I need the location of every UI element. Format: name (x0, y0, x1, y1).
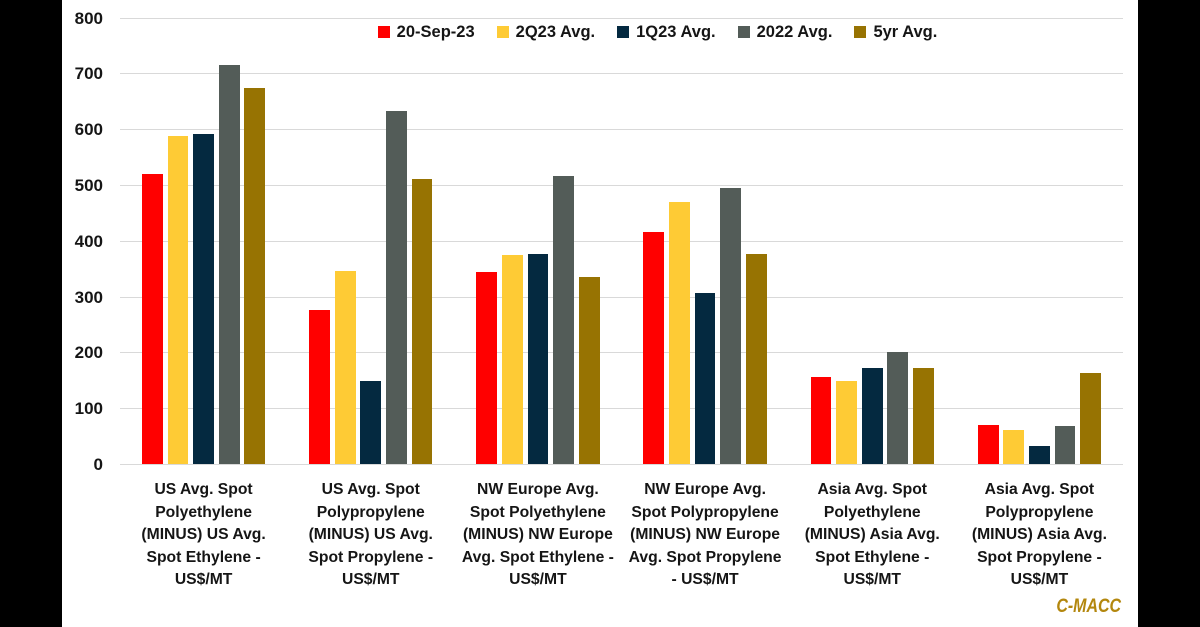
gridline-500 (120, 184, 1123, 186)
gridline-700 (120, 73, 1123, 75)
gridline-300 (120, 296, 1123, 298)
legend-item-5yr Avg.: 5yr Avg. (854, 24, 937, 41)
y-axis-tick-label: 800 (74, 8, 103, 28)
right-black-border (1138, 0, 1200, 627)
legend-item-2Q23 Avg.: 2Q23 Avg. (496, 23, 596, 41)
bar-1Q23 Avg.-group5 (861, 368, 883, 465)
legend-item-1Q23 Avg.: 1Q23 Avg. (617, 23, 716, 41)
bar-5yr Avg.-group1 (244, 87, 266, 465)
category-label-6: Asia Avg. Spot Polypropylene (MINUS) Asi… (971, 481, 1107, 589)
legend-swatch-icon (617, 26, 630, 39)
gridline-800 (120, 17, 1123, 19)
category-label-5: Asia Avg. Spot Polyethylene (MINUS) Asia… (804, 481, 940, 589)
y-axis-tick-label: 300 (74, 287, 103, 307)
chart-panel: 20-Sep-23 2Q23 Avg. 1Q23 Avg. 2022 Avg. 5yr … (62, 0, 1138, 627)
y-axis-tick-label: 700 (74, 64, 103, 84)
bar-2Q23 Avg.-group6 (1003, 429, 1025, 465)
watermark-text: C-MACC (1056, 596, 1121, 617)
legend-label: 20-Sep-23 (396, 23, 475, 41)
gridline-0 (120, 463, 1123, 465)
legend-swatch-icon (496, 26, 509, 39)
legend-label: 2Q23 Avg. (515, 23, 596, 41)
bar-5yr Avg.-group4 (745, 254, 767, 465)
legend-item-20-Sep-23: 20-Sep-23 (377, 23, 475, 41)
y-axis-tick-label: 200 (74, 343, 103, 363)
gridline-100 (120, 408, 1123, 410)
bar-2022 Avg.-group4 (720, 188, 742, 465)
bar-2022 Avg.-group3 (553, 176, 574, 465)
chart-legend: 20-Sep-23 2Q23 Avg. 1Q23 Avg. 2022 Avg. 5yr … (156, 24, 1159, 41)
bar-2Q23 Avg.-group4 (669, 202, 690, 465)
y-axis-tick-label: 0 (93, 454, 103, 474)
bar-20-Sep-23-group5 (810, 376, 832, 465)
bar-1Q23 Avg.-group3 (527, 254, 549, 465)
category-label-3: NW Europe Avg. Spot Polyethylene (MINUS)… (461, 481, 614, 589)
legend-item-2022 Avg.: 2022 Avg. (737, 23, 833, 41)
bar-1Q23 Avg.-group4 (694, 293, 716, 465)
bar-20-Sep-23-group1 (141, 173, 163, 465)
bar-5yr Avg.-group3 (578, 277, 600, 465)
legend-label: 1Q23 Avg. (636, 23, 716, 41)
bar-2022 Avg.-group5 (887, 351, 909, 465)
category-label-4: NW Europe Avg. Spot Polypropylene (MINUS… (628, 481, 782, 589)
bar-5yr Avg.-group6 (1080, 372, 1101, 465)
bar-2Q23 Avg.-group3 (501, 255, 523, 465)
legend-label: 5yr Avg. (873, 23, 938, 41)
bar-2Q23 Avg.-group2 (334, 270, 356, 465)
bar-2Q23 Avg.-group5 (836, 380, 858, 465)
gridline-200 (120, 352, 1123, 354)
y-axis-tick-label: 400 (74, 231, 103, 251)
bar-5yr Avg.-group2 (411, 178, 433, 465)
bar-20-Sep-23-group3 (476, 271, 498, 465)
legend-swatch-icon (737, 26, 750, 39)
bar-2022 Avg.-group6 (1054, 426, 1076, 465)
bar-20-Sep-23-group4 (643, 232, 665, 465)
legend-label: 2022 Avg. (756, 23, 833, 41)
legend-swatch-icon (377, 26, 390, 39)
bar-1Q23 Avg.-group6 (1029, 445, 1050, 465)
y-axis-tick-label: 100 (74, 399, 103, 419)
bar-2Q23 Avg.-group1 (167, 136, 189, 465)
gridline-400 (120, 240, 1123, 242)
bar-1Q23 Avg.-group1 (193, 134, 214, 465)
left-black-border (0, 0, 62, 627)
bar-20-Sep-23-group2 (309, 309, 330, 465)
y-axis-tick-label: 600 (74, 120, 103, 140)
bar-2022 Avg.-group2 (385, 111, 407, 465)
bar-1Q23 Avg.-group2 (360, 380, 382, 465)
bar-5yr Avg.-group5 (913, 367, 934, 465)
y-axis-tick-label: 500 (74, 175, 103, 195)
bar-2022 Avg.-group1 (218, 64, 240, 465)
legend-swatch-icon (854, 26, 867, 39)
category-label-1: US Avg. Spot Polyethylene (MINUS) US Avg… (141, 481, 266, 589)
category-label-2: US Avg. Spot Polypropylene (MINUS) US Av… (308, 481, 434, 589)
bar-20-Sep-23-group6 (977, 425, 999, 465)
gridline-600 (120, 129, 1123, 131)
